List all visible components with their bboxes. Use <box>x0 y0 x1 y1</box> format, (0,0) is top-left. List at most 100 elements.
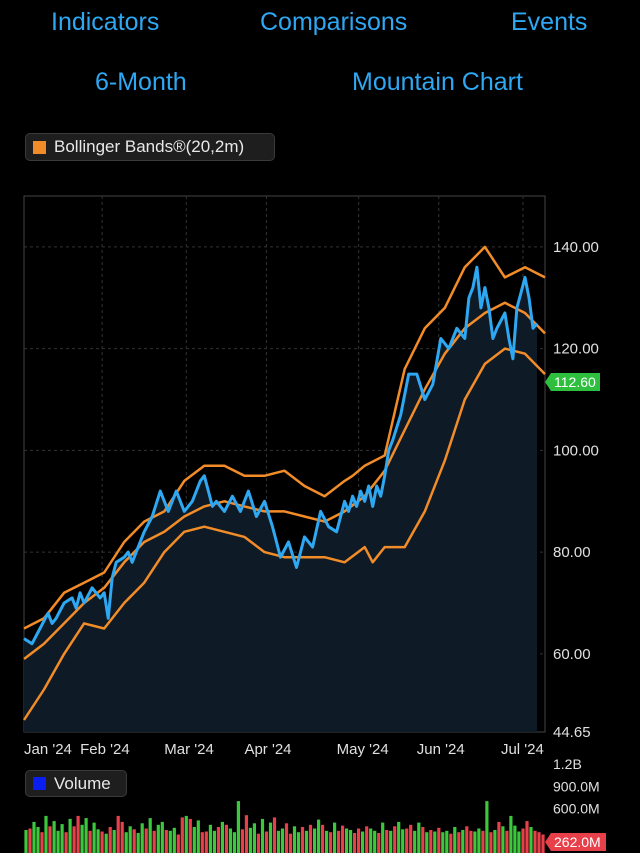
volume-bar <box>64 832 68 853</box>
last-price-label: 112.60 <box>554 374 596 390</box>
volume-bar <box>329 832 333 853</box>
volume-bar <box>465 826 469 853</box>
volume-bar <box>385 830 389 853</box>
range-button[interactable]: 6-Month <box>95 68 187 96</box>
volume-bar <box>44 815 48 853</box>
volume-bar <box>96 829 100 853</box>
events-button[interactable]: Events <box>511 8 588 36</box>
volume-bar <box>260 818 265 853</box>
last-volume-label: 262.0M <box>554 834 601 850</box>
volume-bar <box>124 832 128 853</box>
volume-bar <box>321 824 325 853</box>
volume-bar <box>128 826 132 853</box>
volume-bar <box>401 829 405 853</box>
volume-bar <box>296 832 301 853</box>
comparisons-button[interactable]: Comparisons <box>260 8 408 36</box>
volume-bar <box>541 834 545 853</box>
volume-bar <box>377 833 381 853</box>
volume-bar <box>513 825 517 853</box>
volume-bar <box>200 832 204 853</box>
volume-bar <box>517 831 521 853</box>
volume-bar <box>425 832 429 853</box>
y-tick-label: 120.00 <box>553 341 599 358</box>
volume-bar <box>473 831 477 853</box>
volume-bar <box>304 830 309 853</box>
volume-bar <box>216 827 220 853</box>
volume-bar <box>252 823 256 853</box>
volume-bar <box>168 830 172 853</box>
volume-bar <box>413 830 417 853</box>
volume-bar <box>52 821 56 853</box>
bollinger-legend-label: Bollinger Bands®(20,2m) <box>54 137 245 156</box>
volume-legend-badge[interactable]: Volume <box>25 770 127 797</box>
indicators-button[interactable]: Indicators <box>51 8 160 36</box>
volume-bar <box>272 817 277 853</box>
volume-bar <box>240 829 244 853</box>
volume-bar <box>445 830 449 853</box>
volume-bar <box>276 830 281 853</box>
volume-bar <box>381 822 385 853</box>
volume-bar <box>361 831 365 853</box>
volume-bar <box>220 821 224 853</box>
volume-bar <box>525 821 529 853</box>
volume-bar <box>24 830 28 853</box>
volume-bar <box>537 832 541 853</box>
volume-bar <box>469 830 473 853</box>
volume-bar <box>313 828 317 853</box>
volume-bar <box>60 824 64 853</box>
volume-bar <box>397 821 401 853</box>
volume-bar <box>325 830 329 853</box>
volume-bar <box>176 834 180 853</box>
volume-bar <box>477 828 481 853</box>
volume-bar <box>36 827 40 853</box>
volume-bar <box>481 830 485 853</box>
volume-bar <box>292 826 297 853</box>
volume-bar <box>232 832 236 853</box>
volume-bar <box>112 830 116 853</box>
x-tick-label: May '24 <box>337 741 389 758</box>
x-tick-label: Apr '24 <box>244 741 291 758</box>
volume-bar <box>369 828 373 853</box>
volume-bar <box>76 815 80 853</box>
volume-bar <box>132 829 136 853</box>
volume-bar <box>357 828 361 853</box>
x-tick-label: Jul '24 <box>501 741 544 758</box>
volume-bar <box>144 828 148 853</box>
volume-bar <box>152 830 156 853</box>
chart-style-button[interactable]: Mountain Chart <box>352 68 523 96</box>
volume-bar <box>284 823 289 853</box>
volume-bar <box>244 815 248 853</box>
volume-bar <box>317 819 321 853</box>
bollinger-legend-badge[interactable]: Bollinger Bands®(20,2m) <box>25 133 275 161</box>
volume-bar <box>148 818 152 853</box>
volume-bar <box>56 830 60 853</box>
volume-bar <box>300 827 305 853</box>
volume-bar <box>521 828 525 853</box>
volume-bar <box>32 821 36 853</box>
volume-bar <box>120 821 124 853</box>
volume-bar <box>529 827 533 853</box>
volume-bar <box>248 827 252 853</box>
volume-bar <box>365 826 369 853</box>
volume-bar <box>345 828 349 853</box>
volume-bar <box>405 828 409 853</box>
upper-band-line <box>23 245 546 630</box>
volume-bar <box>256 833 260 853</box>
volume-bar <box>84 818 88 853</box>
volume-bar <box>337 830 341 853</box>
price-area-fill <box>24 267 537 732</box>
y-tick-label: 60.00 <box>553 646 591 663</box>
volume-bar <box>180 817 184 853</box>
volume-bar <box>288 833 293 853</box>
volume-bar <box>308 824 313 853</box>
volume-bar <box>100 831 104 853</box>
volume-bar <box>88 830 92 853</box>
volume-bar <box>501 826 505 853</box>
volume-bar <box>156 824 160 853</box>
volume-bar <box>489 832 493 853</box>
volume-bar <box>104 833 108 853</box>
volume-bar <box>208 824 212 853</box>
x-tick-label: Jan '24 <box>24 741 72 758</box>
volume-bar <box>485 801 489 853</box>
